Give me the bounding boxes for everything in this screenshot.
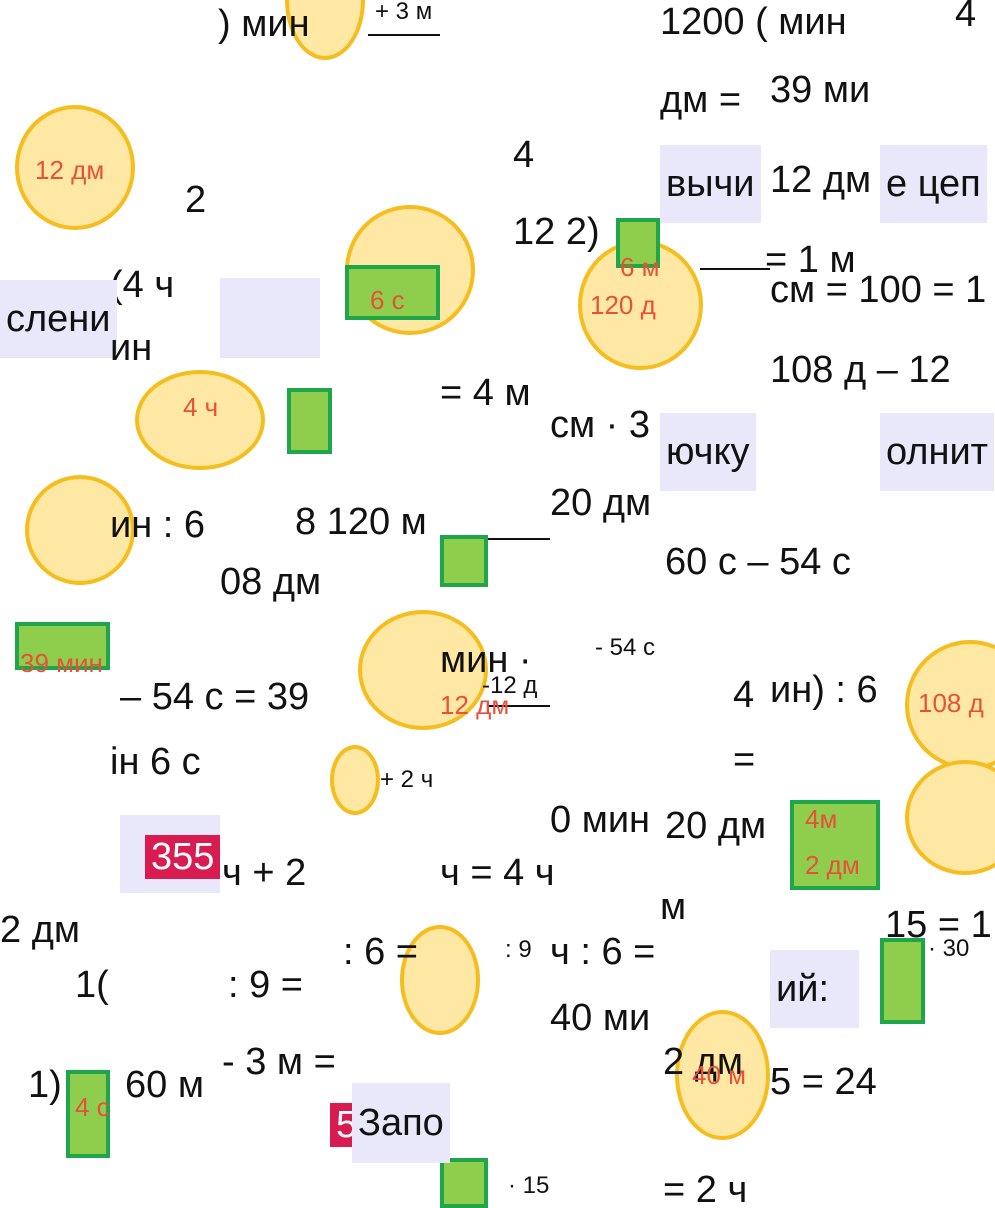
text: · 15 [508, 1172, 550, 1199]
box-label: 39 мин [20, 648, 103, 678]
panel [220, 278, 320, 358]
text: ин [110, 327, 153, 369]
text: дм = [660, 79, 742, 121]
text: 1200 ( мин [660, 1, 847, 43]
text: 2 дм [663, 1041, 743, 1083]
box [345, 265, 440, 320]
circle-label: 12 дм [440, 690, 510, 720]
text: 108 д – 12 [770, 349, 951, 391]
circle [25, 475, 135, 585]
box [440, 535, 488, 587]
circle-label: 4 ч [183, 392, 219, 422]
arrow [368, 34, 440, 36]
arrow [700, 268, 770, 270]
text: - 3 м = [222, 1041, 336, 1083]
box [15, 622, 110, 670]
text: 5 = 24 [770, 1061, 877, 1103]
highlight: Запо [352, 1083, 450, 1163]
text: 20 дм [550, 482, 652, 524]
circle [15, 105, 135, 230]
text: · 30 [928, 935, 970, 962]
text: = 2 ч [663, 1169, 748, 1208]
circle-label: 40 м [692, 1060, 747, 1090]
text: 4 [733, 674, 755, 716]
text: – 54 с = 39 [120, 676, 310, 718]
text: 4 [955, 0, 977, 35]
text: + 3 м [375, 0, 433, 25]
highlight: ючку [660, 413, 756, 491]
box [790, 800, 880, 890]
highlight: олнит [880, 413, 995, 491]
box [616, 218, 660, 268]
text: + 2 ч [380, 766, 434, 793]
text: м [660, 886, 687, 928]
text: = [733, 739, 756, 781]
arrow [488, 538, 550, 540]
highlight: ий: [770, 950, 860, 1028]
text: = 1 м [765, 239, 856, 281]
text: 15 = 1 [885, 904, 992, 946]
text: см · 3 [550, 404, 651, 446]
text: 39 ми [770, 69, 871, 111]
box-label: 4м [805, 804, 838, 834]
text: - 54 с [595, 634, 656, 661]
badge: 355 [145, 835, 221, 879]
text: мин · [440, 639, 532, 681]
box-label: 6 с [370, 285, 405, 315]
text: : 9 [505, 936, 532, 963]
highlight: вычи [660, 145, 761, 223]
text: ч = 4 ч [440, 852, 555, 894]
text: ін 6 с [110, 741, 201, 783]
box-label: 4 с [75, 1092, 110, 1122]
text: ин) : 6 [770, 669, 878, 711]
text: 12 дм [770, 159, 872, 201]
text: ч + 2 [222, 852, 307, 894]
box [440, 1158, 488, 1208]
text: 1) [28, 1064, 62, 1106]
text: ин : 6 [110, 504, 206, 546]
circle [358, 610, 488, 730]
text: 1( [75, 964, 109, 1006]
highlight: слени [0, 280, 117, 358]
text: 60 с – 54 с [665, 541, 851, 583]
circle [330, 745, 380, 815]
box [287, 388, 332, 454]
box-label: 2 дм [805, 850, 860, 880]
text: 60 м [125, 1064, 204, 1106]
text: : 9 = [228, 964, 303, 1006]
text: 20 дм [665, 805, 767, 847]
text: 4 [513, 134, 535, 176]
text: (4 ч [110, 264, 175, 306]
circle-label: 12 дм [35, 155, 105, 185]
text: 40 ми [550, 997, 651, 1039]
text: ) мин [218, 3, 310, 45]
circle [135, 370, 265, 470]
text: : 6 = [343, 931, 418, 973]
highlight: е цеп [880, 145, 987, 223]
text: 12 2) [513, 211, 600, 253]
circle-label: 120 д [590, 290, 656, 320]
text: 2 дм [0, 909, 80, 951]
text: -12 д [482, 672, 538, 699]
text: 8 120 м [295, 501, 427, 543]
circle [675, 1010, 770, 1140]
text: см = 100 = 1 [770, 269, 987, 311]
box [880, 938, 925, 1024]
circle-label: 108 д [918, 688, 984, 718]
text: 0 мин [550, 799, 651, 841]
circle [400, 925, 480, 1035]
text: ч : 6 = [550, 931, 656, 973]
text: = 4 м [440, 372, 531, 414]
box-label: 6 м [620, 252, 660, 282]
box [66, 1070, 110, 1158]
arrow [488, 705, 550, 707]
circle [905, 760, 995, 875]
text: 08 дм [220, 561, 322, 603]
text: 2 [185, 179, 207, 221]
